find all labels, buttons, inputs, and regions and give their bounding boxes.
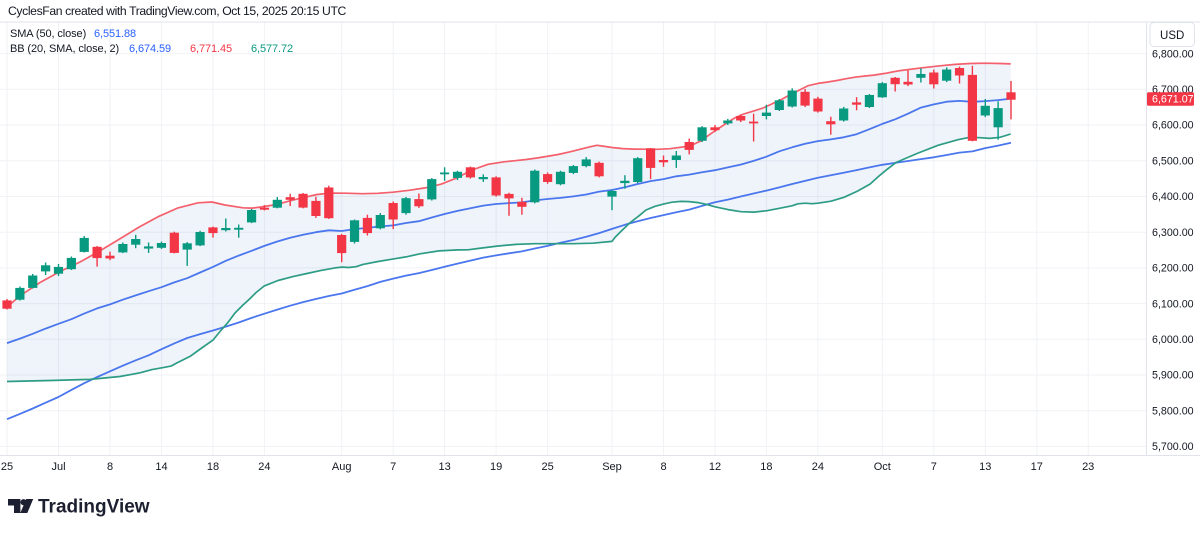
svg-text:SMA (50, close): SMA (50, close) xyxy=(10,28,86,40)
svg-text:Jul: Jul xyxy=(51,461,65,473)
svg-text:17: 17 xyxy=(1031,461,1043,473)
svg-text:14: 14 xyxy=(155,461,167,473)
svg-text:7: 7 xyxy=(931,461,937,473)
svg-text:USD: USD xyxy=(1160,30,1184,42)
svg-text:24: 24 xyxy=(258,461,270,473)
svg-text:18: 18 xyxy=(760,461,772,473)
svg-text:25: 25 xyxy=(541,461,553,473)
svg-text:13: 13 xyxy=(979,461,991,473)
svg-text:7: 7 xyxy=(390,461,396,473)
svg-text:18: 18 xyxy=(207,461,219,473)
svg-text:6,000.00: 6,000.00 xyxy=(1152,334,1194,346)
svg-text:6,500.00: 6,500.00 xyxy=(1152,155,1194,167)
svg-text:6,800.00: 6,800.00 xyxy=(1152,48,1194,60)
svg-text:CyclesFan created with Trading: CyclesFan created with TradingView.com, … xyxy=(8,4,347,18)
svg-text:5,800.00: 5,800.00 xyxy=(1152,405,1194,417)
svg-text:Sep: Sep xyxy=(602,461,622,473)
svg-text:6,671.07: 6,671.07 xyxy=(1152,94,1194,106)
svg-text:8: 8 xyxy=(660,461,666,473)
svg-text:8: 8 xyxy=(107,461,113,473)
svg-text:13: 13 xyxy=(438,461,450,473)
svg-text:25: 25 xyxy=(1,461,13,473)
svg-text:6,600.00: 6,600.00 xyxy=(1152,120,1194,132)
svg-text:6,300.00: 6,300.00 xyxy=(1152,227,1194,239)
svg-text:Aug: Aug xyxy=(332,461,352,473)
svg-text:TradingView: TradingView xyxy=(38,497,150,518)
svg-text:19: 19 xyxy=(490,461,502,473)
svg-text:5,900.00: 5,900.00 xyxy=(1152,370,1194,382)
svg-text:6,100.00: 6,100.00 xyxy=(1152,298,1194,310)
svg-text:BB (20, SMA, close, 2): BB (20, SMA, close, 2) xyxy=(10,43,119,55)
svg-text:6,577.72: 6,577.72 xyxy=(251,43,293,55)
svg-text:6,674.59: 6,674.59 xyxy=(129,43,171,55)
svg-text:6,400.00: 6,400.00 xyxy=(1152,191,1194,203)
svg-text:6,771.45: 6,771.45 xyxy=(190,43,232,55)
svg-text:5,700.00: 5,700.00 xyxy=(1152,441,1194,453)
svg-text:12: 12 xyxy=(709,461,721,473)
svg-text:24: 24 xyxy=(812,461,824,473)
svg-text:Oct: Oct xyxy=(874,461,891,473)
svg-text:23: 23 xyxy=(1082,461,1094,473)
svg-text:6,551.88: 6,551.88 xyxy=(94,28,136,40)
svg-text:6,200.00: 6,200.00 xyxy=(1152,263,1194,275)
